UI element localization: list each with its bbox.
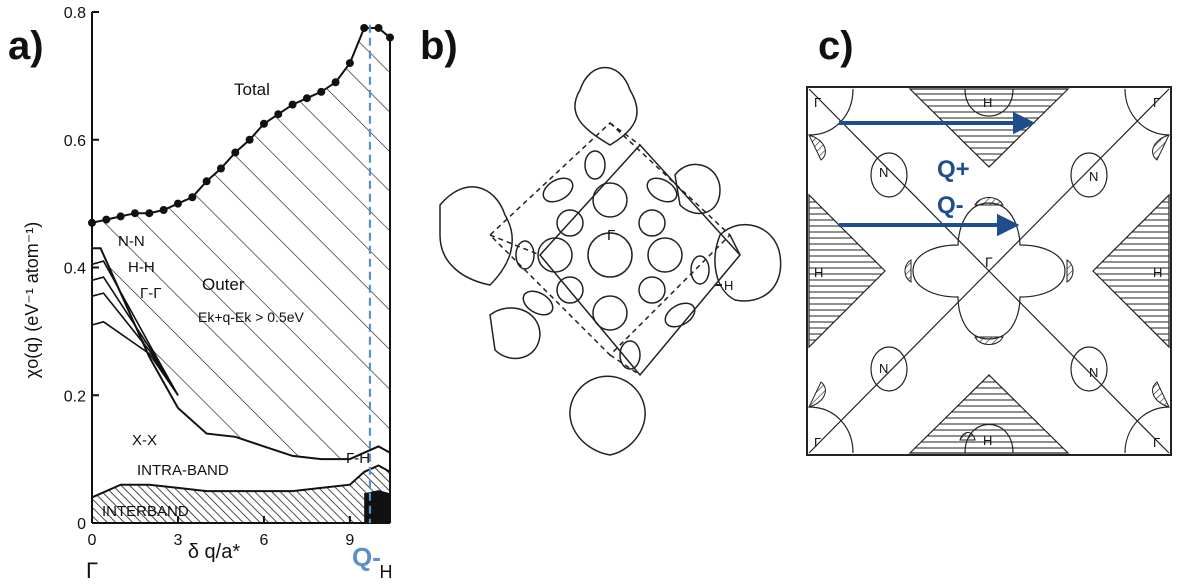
total-data-point [216, 164, 225, 173]
low-q-branch-line [91, 292, 179, 396]
h-pocket-right-triangle [1092, 193, 1170, 349]
total-data-point [288, 100, 297, 109]
y-tick-label: 0.2 [64, 388, 86, 405]
total-data-point [173, 199, 182, 208]
low-q-branch-line [91, 320, 179, 396]
chart-a: 0 0.2 0.4 0.6 0.8 0 3 6 9 Total N-N H-H Γ-Γ Oute… [22, 5, 394, 583]
center-gamma-label: Γ [985, 254, 993, 270]
interband-annotation: INTERBAND [102, 503, 189, 520]
gamma-point-label: Γ [607, 227, 615, 244]
outer-region-fill [92, 28, 390, 460]
n-label-tl: N [879, 165, 888, 180]
corner-gamma-bl: Γ [814, 435, 821, 450]
total-data-point [116, 212, 125, 221]
h-h-annotation: H-H [128, 259, 155, 276]
q-plus-label: Q+ [937, 156, 970, 183]
q-minus-label: Q- [937, 192, 964, 219]
total-series-line [91, 27, 391, 224]
y-tick-label: 0.4 [64, 261, 86, 278]
y-tick-label: 0.8 [64, 5, 86, 22]
energy-condition-annotation: Ek+q-Ek > 0.5eV [198, 309, 305, 325]
total-data-point [188, 193, 197, 202]
h-pocket-right [714, 224, 782, 302]
gamma-gamma-annotation: Γ-Γ [140, 285, 162, 302]
panel-a-label: a) [8, 24, 44, 68]
n-label-br: N [1089, 365, 1098, 380]
h-pocket-top-right [674, 163, 721, 215]
h-pocket-top [574, 66, 638, 146]
corner-gamma-tr: Γ [1153, 95, 1160, 110]
total-data-point [130, 209, 139, 218]
total-data-point [360, 23, 369, 32]
y-tick-label: 0.6 [64, 133, 86, 150]
x-tick-label: 9 [345, 532, 354, 549]
x-x-annotation: X-X [132, 432, 157, 449]
h-pocket-bottom [569, 375, 646, 456]
low-q-branch-line [91, 276, 179, 396]
y-axis-label: χo(q) (eV⁻¹ atom⁻¹) [22, 222, 42, 378]
h-point-label: H [724, 278, 733, 293]
h-pocket-bottom-triangle [908, 374, 1070, 454]
total-data-point [331, 78, 340, 87]
total-data-point [202, 177, 211, 186]
panel-c-label: c) [818, 24, 854, 68]
h-pocket-left-triangle [808, 193, 886, 349]
gamma-h-region-fill [364, 491, 390, 523]
h-label-top: H [983, 95, 992, 110]
intra-band-series-line [91, 464, 391, 499]
n-ellipsoid [542, 177, 574, 203]
total-data-point [274, 110, 283, 119]
total-data-point [345, 59, 354, 68]
total-data-point [159, 206, 168, 215]
total-data-point [102, 215, 111, 224]
outer-annotation: Outer [202, 275, 245, 294]
y-tick-label: 0 [77, 516, 86, 533]
h-label-bottom: H [983, 433, 992, 448]
n-n-annotation: N-N [118, 233, 145, 250]
x-start-label: Γ [86, 558, 98, 583]
panel-b-label: b) [420, 24, 458, 68]
h-label-right: H [1153, 265, 1162, 280]
interband-region-fill [92, 465, 390, 523]
total-data-point [245, 135, 254, 144]
h-pocket-left [439, 186, 513, 286]
x-axis-label: δ q/a* [188, 541, 240, 563]
h-pocket-bottom-left [489, 307, 541, 360]
n-label-tr: N [1089, 169, 1098, 184]
x-end-label: H [380, 562, 393, 582]
total-annotation: Total [234, 80, 270, 99]
q-minus-marker-label: Q- [352, 542, 381, 572]
x-x-series-line [92, 247, 391, 461]
n-label-bl: N [879, 361, 888, 376]
corner-gamma-tl: Γ [814, 95, 821, 110]
intra-band-annotation: INTRA-BAND [137, 462, 229, 479]
total-data-point [374, 23, 383, 32]
total-data-point [259, 119, 268, 128]
h-pocket-top-triangle [908, 88, 1070, 168]
x-tick-label: 6 [259, 532, 268, 549]
fermi-surface-3d: Γ H [439, 66, 782, 456]
total-data-point [302, 94, 311, 103]
x-tick-label: 0 [88, 532, 97, 549]
h-label-left: H [814, 265, 823, 280]
corner-gamma-br: Γ [1153, 435, 1160, 450]
total-data-point [231, 148, 240, 157]
total-data-point [145, 209, 154, 218]
fermi-surface-2d: Γ Γ Γ Γ H H H H Γ N N N N Q+ Q- [806, 86, 1172, 456]
gamma-sphere [587, 232, 633, 278]
n-ellipse-tl [870, 152, 908, 198]
total-data-point [317, 87, 326, 96]
low-q-branch-line [91, 260, 179, 396]
x-tick-label: 3 [174, 532, 183, 549]
gamma-h-annotation: Γ-H [346, 450, 370, 467]
